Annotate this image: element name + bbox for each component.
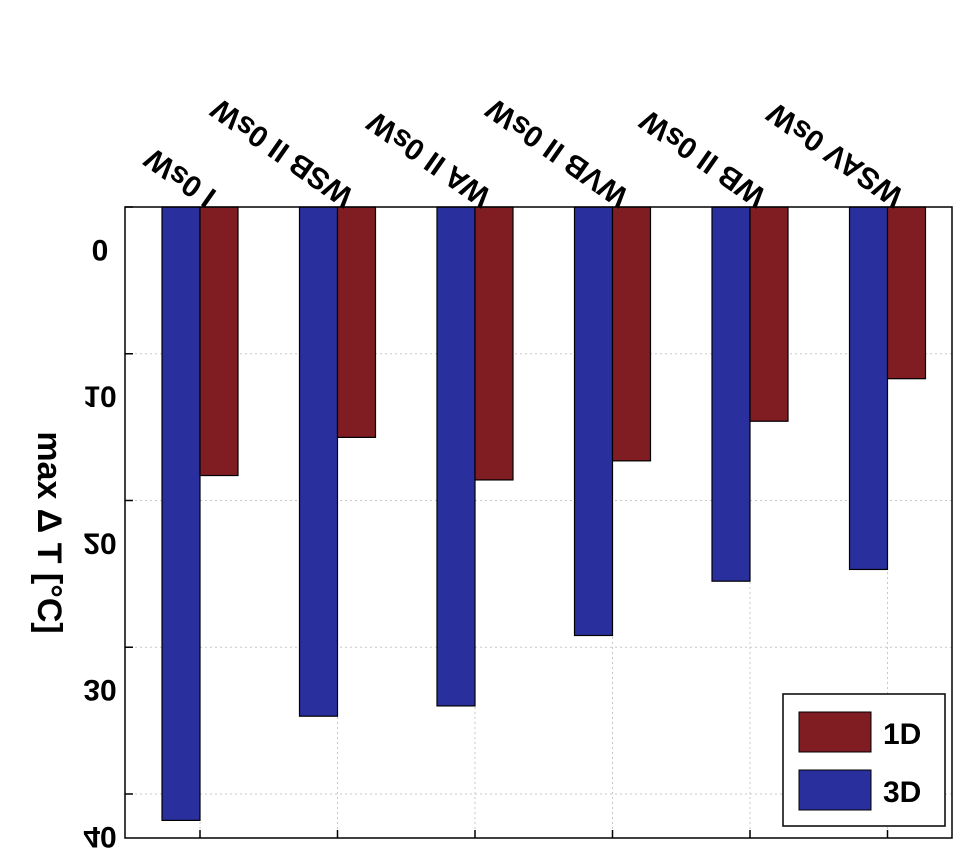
bar-1d-4: [611, 206, 652, 462]
bar-3d-4: [573, 206, 614, 637]
bar-3d-1: [161, 206, 201, 821]
category-label: WSB II 0sW: [205, 91, 360, 213]
category-label: WSAV 0sW: [761, 95, 910, 213]
category-label: I 0sW: [138, 141, 222, 213]
category-label: WB II 0sW: [634, 103, 772, 214]
y-tick-label: 20: [83, 526, 116, 559]
legend-swatch-1d: [798, 711, 872, 753]
bar-1d-3: [474, 206, 514, 481]
bar-3d-2: [298, 206, 339, 717]
y-axis-label: max Δ T [°C]: [30, 431, 68, 633]
legend: 1D 3D: [782, 693, 946, 827]
category-label: WVB II 0sW: [480, 91, 635, 213]
bar-3d-6: [848, 206, 889, 571]
y-tick-label: 10: [83, 380, 116, 413]
plot-frame: [124, 206, 953, 839]
bar-1d-1: [199, 206, 239, 477]
y-tick-label: 40: [83, 820, 116, 851]
legend-label-3d: 3D: [883, 776, 921, 809]
category-label: WA II 0sW: [361, 104, 497, 213]
bar-1d-5: [749, 206, 789, 422]
bar-1d-2: [336, 206, 377, 438]
bar-3d-5: [711, 206, 751, 582]
legend-swatch-3d: [798, 769, 872, 811]
plot-area: [124, 206, 953, 839]
y-tick-label: 0: [92, 233, 109, 266]
bar-1d-6: [886, 206, 927, 380]
y-tick-label: 30: [83, 673, 116, 706]
bar-3d-3: [436, 206, 476, 707]
legend-label-1d: 1D: [883, 718, 921, 751]
y-axis-ticks: 0 10 20 30 40: [83, 206, 133, 851]
